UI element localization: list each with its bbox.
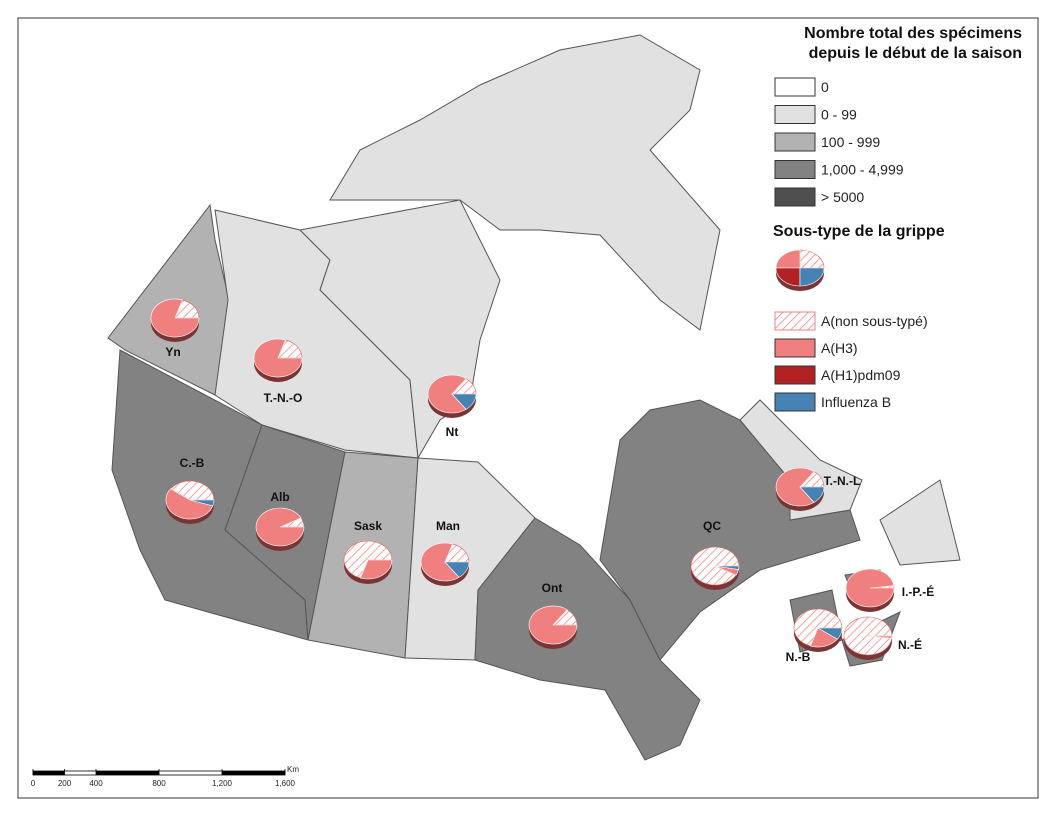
pie-slice <box>253 338 303 378</box>
scale-label: 400 <box>89 779 103 788</box>
legend-title: Sous-type de la grippe <box>773 223 945 240</box>
legend-label: A(H1)pdm09 <box>821 367 901 383</box>
legend-label: A(H3) <box>821 340 858 356</box>
province-label: N.-B <box>786 650 811 664</box>
scale-label: 800 <box>152 779 166 788</box>
pie-slice <box>189 499 215 507</box>
province-label: Alb <box>270 490 289 504</box>
pie-slice <box>165 488 214 520</box>
province-label: I.-P.-É <box>902 584 934 599</box>
legend: Nombre total des spécimens depuis le débu… <box>773 25 1022 412</box>
pie-slice <box>444 561 470 578</box>
legend-swatch <box>774 311 816 331</box>
pie-slice <box>360 559 393 580</box>
legend-label: > 5000 <box>821 189 864 205</box>
pie-slice <box>150 298 200 338</box>
province-shape <box>599 399 861 661</box>
scale-segment <box>33 771 65 775</box>
legend-label: A(non sous-typé) <box>821 313 928 329</box>
legend-swatch <box>774 77 816 97</box>
pie-slice <box>170 480 215 501</box>
scale-unit: Km <box>287 765 299 774</box>
province-label: Man <box>436 519 460 533</box>
province-label: QC <box>703 519 721 533</box>
legend-swatch <box>774 338 816 358</box>
pie-slice <box>451 393 477 410</box>
legend-pie-slice <box>775 267 801 287</box>
legend-label: 0 <box>821 79 829 95</box>
pie-slice <box>799 486 825 503</box>
province-label: Sask <box>354 519 382 533</box>
pie-slice <box>816 627 843 640</box>
province-label: N.-É <box>898 637 922 652</box>
legend-label: 1,000 - 4,999 <box>821 162 904 178</box>
scale-segment <box>222 771 285 775</box>
legend-title: Nombre total des spécimens <box>804 25 1022 42</box>
pie-slice <box>528 605 578 645</box>
arctic-islands <box>329 34 721 331</box>
legend-swatch <box>774 160 816 179</box>
pie-slice <box>775 467 815 507</box>
legend-label: 100 - 999 <box>821 134 880 150</box>
pies: Yn T.-N.-O Nt C.-B Alb Sask Man Ont QC T.-N.-L I.-… <box>150 298 934 664</box>
province-label: Yn <box>165 345 180 359</box>
legend-pie-slice <box>799 249 825 269</box>
pie-slice <box>255 507 305 547</box>
province-label: T.-N.-O <box>264 391 303 405</box>
pie-slice <box>793 608 843 647</box>
province-shape <box>474 517 701 761</box>
pie-slice <box>867 635 893 639</box>
scale-label: 200 <box>58 779 72 788</box>
scale-label: 0 <box>31 779 36 788</box>
scale-label: 1,200 <box>212 779 233 788</box>
legend-label: 0 - 99 <box>821 107 857 123</box>
scale-label: 1,600 <box>275 779 296 788</box>
scale-bar: 0 200 400 800 1,200 1,600 Km <box>31 765 300 788</box>
legend-swatch <box>774 105 816 124</box>
legend-pie-slice <box>799 267 825 287</box>
pie-slice <box>343 540 393 579</box>
province-label: Ont <box>542 581 563 595</box>
province-label: T.-N.-L <box>824 474 861 488</box>
legend-pie-slice <box>775 249 801 269</box>
legend-swatch <box>774 365 816 385</box>
pie-slice <box>714 565 740 570</box>
scale-segment <box>96 771 159 775</box>
province-label: C.-B <box>180 456 205 470</box>
legend-title: depuis le début de la saison <box>809 45 1022 62</box>
legend-swatch <box>774 392 816 412</box>
pie-slice <box>845 568 895 608</box>
legend-swatch <box>774 132 816 152</box>
province-label: Nt <box>446 425 459 439</box>
pie-slice <box>420 542 460 582</box>
pie-slice <box>427 374 467 414</box>
legend-swatch <box>774 187 816 207</box>
legend-label: Influenza B <box>821 394 891 410</box>
